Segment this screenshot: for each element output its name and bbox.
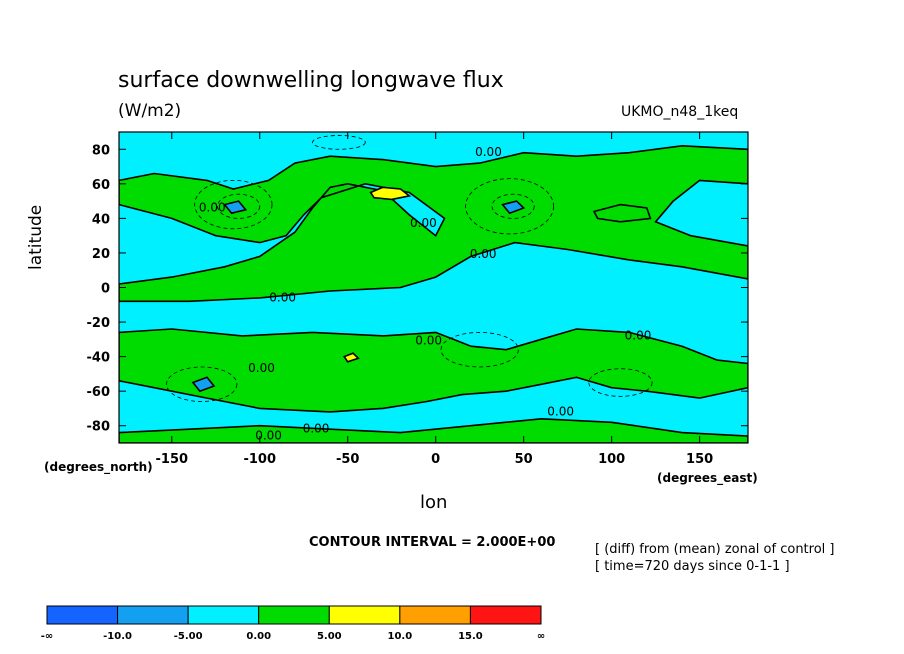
contour-region-positive-3 xyxy=(592,203,652,223)
contour-label-6: 0.00 xyxy=(248,361,275,375)
x-tick-label-6: 150 xyxy=(686,452,713,467)
colorbar-bin-1 xyxy=(117,605,189,625)
dashed-contour-2 xyxy=(465,178,554,235)
x-tick-label-0: -150 xyxy=(156,452,189,467)
y-tick-label-4: 0 xyxy=(101,282,110,297)
contour-label-8: 0.00 xyxy=(547,404,574,418)
contour-label-3: 0.00 xyxy=(470,247,497,261)
contour-region-low-7 xyxy=(501,200,526,215)
contour-label-2: 0.00 xyxy=(410,216,437,230)
contour-region-positive-0 xyxy=(119,144,748,303)
x-tick-label-4: 50 xyxy=(515,452,533,467)
contour-label-1: 0.00 xyxy=(199,200,226,214)
dashed-contour-4 xyxy=(166,366,238,402)
colorbar-label-4: 5.00 xyxy=(317,631,342,642)
contour-region-positive-2 xyxy=(119,417,748,443)
note-diff: [ (diff) from (mean) zonal of control ] xyxy=(595,542,835,557)
x-tick-label-2: -50 xyxy=(336,452,360,467)
dashed-contour-1 xyxy=(217,193,261,219)
colorbar-label-1: -10.0 xyxy=(103,631,132,642)
colorbar-bin-5 xyxy=(399,605,471,625)
colorbar-label-3: 0.00 xyxy=(246,631,271,642)
dashed-contour-0 xyxy=(194,179,273,230)
chart-units: (W/m2) xyxy=(118,101,182,121)
colorbar-label-2: -5.00 xyxy=(174,631,203,642)
colorbar-label-5: 10.0 xyxy=(388,631,413,642)
contour-label-4: 0.00 xyxy=(269,290,296,304)
note-time: [ time=720 days since 0-1-1 ] xyxy=(595,559,790,574)
colorbar-bin-6 xyxy=(469,605,542,625)
dashed-contour-7 xyxy=(312,135,366,150)
contour-region-high-5 xyxy=(342,352,360,363)
y-tick-label-3: 20 xyxy=(92,247,110,262)
contour-label-9: 0.00 xyxy=(303,422,330,436)
contour-label-10: 0.00 xyxy=(255,429,282,443)
y-tick-label-5: -20 xyxy=(87,316,111,331)
dashed-contour-5 xyxy=(440,332,519,368)
contour-region-positive-1 xyxy=(119,328,748,413)
contour-region-low-8 xyxy=(191,376,216,393)
contour-region-low-6 xyxy=(223,200,248,215)
dashed-contour-6 xyxy=(588,368,653,397)
chart-title: surface downwelling longwave flux xyxy=(118,68,504,93)
y-unit-label: (degrees_north) xyxy=(44,460,153,474)
colorbar-bin-0 xyxy=(46,605,119,625)
x-axis-label: lon xyxy=(420,492,448,513)
contour-label-7: 0.00 xyxy=(625,328,652,342)
colorbar-label-0: -∞ xyxy=(41,631,53,642)
colorbar-bin-2 xyxy=(187,605,260,625)
colorbar-label-7: ∞ xyxy=(537,631,545,642)
colorbar-bin-3 xyxy=(258,605,330,625)
x-tick-label-5: 100 xyxy=(598,452,625,467)
x-tick-label-3: 0 xyxy=(431,452,440,467)
y-tick-label-7: -60 xyxy=(87,385,111,400)
dashed-contour-3 xyxy=(491,193,535,219)
colorbar-label-6: 15.0 xyxy=(458,631,483,642)
x-unit-label: (degrees_east) xyxy=(657,471,758,485)
contour-region-high-4 xyxy=(369,186,412,201)
y-tick-label-1: 60 xyxy=(92,178,110,193)
y-tick-label-6: -40 xyxy=(87,351,111,366)
contour-label-5: 0.00 xyxy=(415,334,442,348)
y-tick-label-8: -80 xyxy=(87,420,111,435)
y-tick-label-2: 40 xyxy=(92,212,110,227)
y-tick-label-0: 80 xyxy=(92,143,110,158)
model-label: UKMO_n48_1keq xyxy=(621,104,739,120)
contour-fill-group xyxy=(119,135,748,443)
x-tick-label-1: -100 xyxy=(243,452,276,467)
contour-interval: CONTOUR INTERVAL = 2.000E+00 xyxy=(309,535,556,550)
colorbar-bin-4 xyxy=(328,605,401,625)
contour-label-0: 0.00 xyxy=(475,145,502,159)
